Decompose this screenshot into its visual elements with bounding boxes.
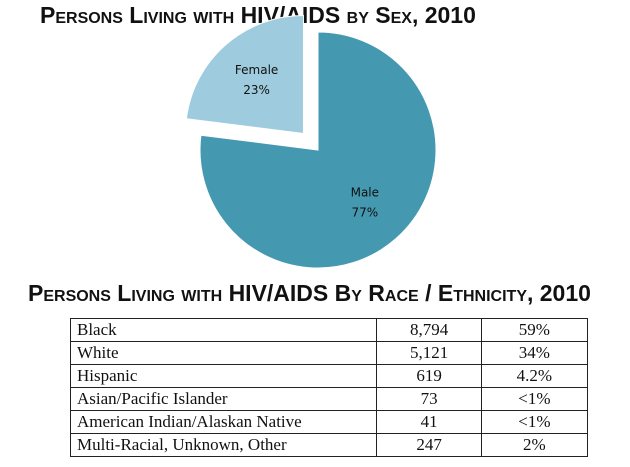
table-cell: 8,794 (376, 318, 482, 342)
table-cell: Asian/Pacific Islander (69, 387, 378, 411)
chart-title: Persons Living with HIV/AIDS by Sex, 201… (40, 2, 476, 28)
table-cell: 247 (376, 433, 482, 457)
table-row: American Indian/Alaskan Native 41 <1% (69, 410, 589, 434)
table-cell: <1% (480, 410, 589, 434)
race-table: Black 8,794 59% White 5,121 34% Hispanic 619 4.2… (69, 318, 589, 457)
slice-label: Female (235, 63, 278, 77)
table-cell: Multi-Racial, Unknown, Other (69, 433, 378, 457)
table-cell: 5,121 (376, 341, 482, 365)
table-cell: 34% (480, 341, 589, 365)
table-cell: 2% (480, 433, 589, 457)
table-row: Black 8,794 59% (69, 318, 589, 342)
table-cell: <1% (480, 387, 589, 411)
table-cell: 73 (376, 387, 482, 411)
table-cell: American Indian/Alaskan Native (69, 410, 378, 434)
table-row: White 5,121 34% (69, 341, 589, 365)
table-cell: 619 (376, 364, 482, 388)
pie-slice (199, 31, 437, 269)
table-cell: 4.2% (480, 364, 589, 388)
table-cell: 41 (376, 410, 482, 434)
table-title: Persons Living with HIV/AIDS By Race / E… (28, 280, 591, 306)
table-row: Multi-Racial, Unknown, Other 247 2% (69, 433, 589, 457)
slice-value-label: 23% (243, 83, 270, 97)
table-cell: Black (69, 318, 378, 342)
slice-label: Male (351, 186, 379, 200)
slice-value-label: 77% (351, 206, 378, 220)
table-cell: Hispanic (69, 364, 378, 388)
pie-chart: Male 77% Female 23% (185, 14, 437, 269)
pie-slice (185, 14, 304, 135)
table-cell: White (69, 341, 378, 365)
table-cell: 59% (480, 318, 589, 342)
table-row: Hispanic 619 4.2% (69, 364, 589, 388)
table-row: Asian/Pacific Islander 73 <1% (69, 387, 589, 411)
